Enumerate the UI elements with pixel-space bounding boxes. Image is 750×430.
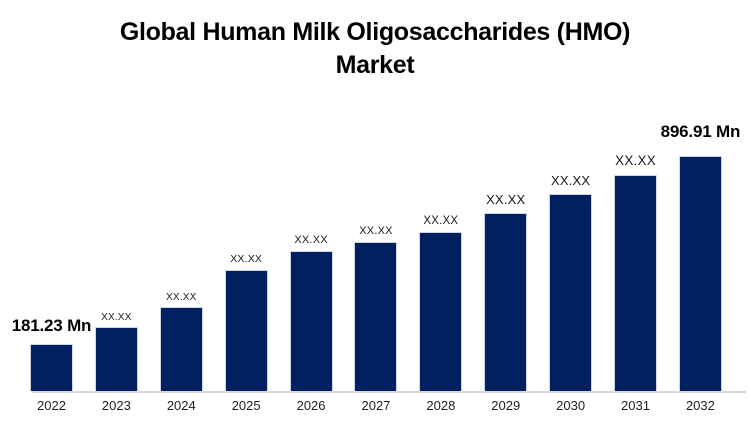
bar-value-label: XX.XX (294, 234, 328, 246)
bar-column: XX.XX (224, 121, 268, 391)
bar-value-label: XX.XX (101, 312, 132, 323)
bar-column: XX.XX (94, 121, 138, 391)
bar (30, 344, 73, 391)
x-axis-tick-label: 2030 (556, 398, 586, 413)
bar (419, 232, 463, 391)
bar-value-label: XX.XX (166, 292, 197, 303)
bar-value-label: 181.23 Mn (11, 316, 92, 335)
plot-area: 181.23 Mn XX.XX XX.XX XX.XX XX.XX XX.XX XX.XX X… (12, 121, 746, 393)
bar-column: XX.XX (159, 121, 203, 391)
chart-title-line1: Global Human Milk Oligosaccharides (HMO) (119, 18, 631, 46)
x-axis-tick-label: 2029 (491, 398, 521, 413)
bar-column: XX.XX (484, 121, 528, 391)
bar-value-label: XX.XX (359, 225, 393, 237)
bar-column: XX.XX (614, 121, 658, 391)
bar-value-label: XX.XX (550, 173, 591, 188)
bar-value-label: XX.XX (230, 253, 263, 265)
x-axis-tick-label: 2032 (685, 398, 715, 413)
bar-column: XX.XX (354, 121, 398, 391)
bar (549, 194, 593, 391)
bar-column: 181.23 Mn (12, 121, 91, 391)
bar (614, 175, 658, 391)
bar-value-label: 896.91 Mn (660, 122, 741, 141)
x-axis-tick-label: 2028 (426, 398, 456, 413)
bar (289, 251, 333, 391)
bar (354, 242, 398, 391)
bar-column: XX.XX (419, 121, 463, 391)
chart-title-line2: Market (335, 51, 415, 79)
x-axis-tick-label: 2027 (361, 398, 391, 413)
bar-value-label: XX.XX (423, 215, 459, 227)
x-axis-line (32, 391, 746, 393)
bar (159, 307, 203, 391)
x-axis-tick-label: 2023 (101, 398, 131, 413)
bar (94, 327, 138, 391)
x-axis-tick-label: 2031 (621, 398, 650, 413)
x-axis-tick-label: 2025 (231, 398, 261, 413)
x-axis-labels: 2022 2023 2024 2025 2026 2027 2028 2029 2030 2031… (30, 398, 722, 413)
bar (678, 156, 722, 391)
bar-value-label: XX.XX (486, 192, 526, 207)
bar-value-label: XX.XX (615, 153, 656, 168)
x-axis-tick-label: 2022 (37, 398, 66, 413)
bar-column: 896.91 Mn (661, 121, 740, 391)
bar (484, 213, 528, 391)
chart-title: Global Human Milk Oligosaccharides (HMO)… (0, 16, 750, 82)
bar-column: XX.XX (549, 121, 593, 391)
bar-column: XX.XX (289, 121, 333, 391)
x-axis-tick-label: 2024 (166, 398, 196, 413)
x-axis-tick-label: 2026 (296, 398, 326, 413)
bar (224, 270, 268, 391)
